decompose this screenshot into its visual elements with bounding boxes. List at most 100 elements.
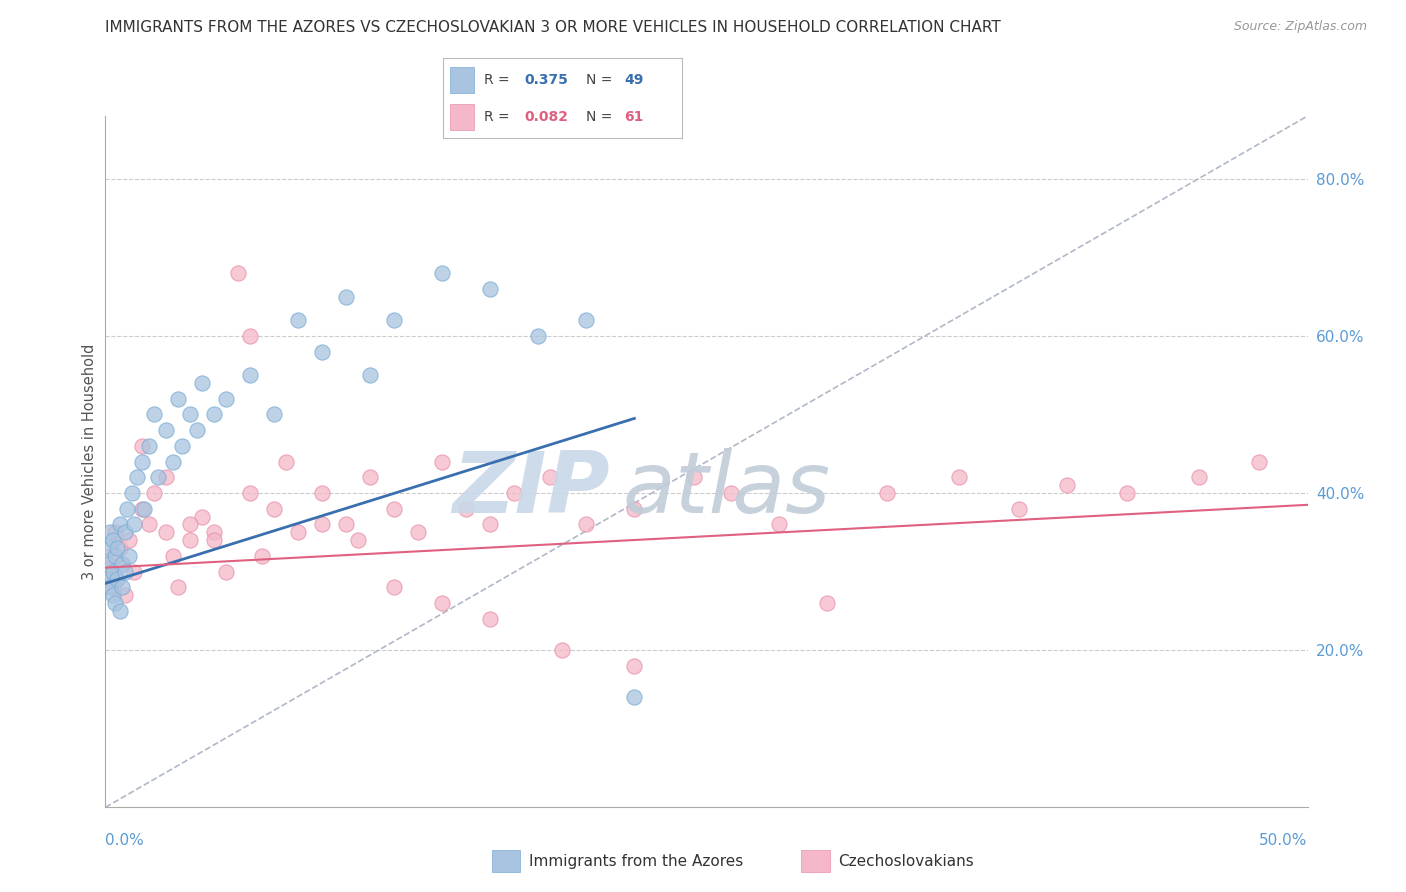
- Text: Czechoslovakians: Czechoslovakians: [838, 855, 974, 869]
- Point: [166, 580, 188, 594]
- Point: [287, 313, 309, 327]
- Point: [104, 549, 127, 563]
- Text: Immigrants from the Azores: Immigrants from the Azores: [529, 855, 742, 869]
- Point: [226, 266, 249, 280]
- Point: [503, 486, 526, 500]
- Point: [155, 525, 177, 540]
- Point: [382, 501, 405, 516]
- Point: [347, 533, 370, 548]
- Point: [142, 408, 165, 422]
- Point: [155, 423, 177, 437]
- Point: [430, 596, 453, 610]
- Point: [263, 408, 285, 422]
- Point: [335, 290, 357, 304]
- Point: [97, 565, 120, 579]
- Point: [107, 573, 129, 587]
- Point: [124, 517, 146, 532]
- Point: [263, 501, 285, 516]
- Point: [97, 557, 120, 571]
- Point: [335, 517, 357, 532]
- Point: [104, 596, 127, 610]
- Point: [111, 580, 134, 594]
- Point: [1116, 486, 1139, 500]
- Point: [98, 525, 121, 540]
- Point: [121, 486, 143, 500]
- Point: [575, 517, 598, 532]
- Point: [359, 368, 381, 383]
- Point: [768, 517, 790, 532]
- Point: [98, 541, 121, 555]
- FancyBboxPatch shape: [450, 103, 474, 130]
- Point: [131, 455, 153, 469]
- Point: [101, 565, 124, 579]
- Y-axis label: 3 or more Vehicles in Household: 3 or more Vehicles in Household: [82, 343, 97, 580]
- Point: [101, 580, 124, 594]
- Point: [479, 517, 502, 532]
- Point: [430, 455, 453, 469]
- FancyBboxPatch shape: [450, 67, 474, 94]
- Point: [214, 392, 236, 406]
- Point: [148, 470, 170, 484]
- Text: IMMIGRANTS FROM THE AZORES VS CZECHOSLOVAKIAN 3 OR MORE VEHICLES IN HOUSEHOLD CO: IMMIGRANTS FROM THE AZORES VS CZECHOSLOV…: [105, 20, 1001, 35]
- Point: [454, 501, 477, 516]
- Point: [527, 329, 550, 343]
- Point: [114, 588, 136, 602]
- Point: [1008, 501, 1031, 516]
- Point: [1188, 470, 1211, 484]
- Point: [815, 596, 838, 610]
- Point: [551, 643, 574, 657]
- Point: [311, 344, 333, 359]
- Point: [138, 517, 160, 532]
- Point: [190, 509, 212, 524]
- Point: [132, 501, 155, 516]
- Point: [179, 408, 201, 422]
- Point: [114, 525, 136, 540]
- Text: ZIP: ZIP: [453, 448, 610, 531]
- Point: [107, 573, 129, 587]
- Point: [138, 439, 160, 453]
- Point: [98, 580, 121, 594]
- Point: [311, 517, 333, 532]
- Text: N =: N =: [586, 110, 617, 124]
- Point: [125, 470, 148, 484]
- Point: [179, 517, 201, 532]
- Point: [155, 470, 177, 484]
- Point: [186, 423, 208, 437]
- Point: [239, 368, 262, 383]
- Point: [166, 392, 188, 406]
- Text: 61: 61: [624, 110, 644, 124]
- Point: [575, 313, 598, 327]
- Point: [124, 565, 146, 579]
- Point: [623, 658, 645, 673]
- Point: [104, 525, 127, 540]
- Text: 0.0%: 0.0%: [105, 833, 145, 847]
- Point: [683, 470, 706, 484]
- Point: [311, 486, 333, 500]
- Point: [131, 439, 153, 453]
- Point: [101, 533, 124, 548]
- Text: R =: R =: [484, 73, 513, 87]
- Text: Source: ZipAtlas.com: Source: ZipAtlas.com: [1233, 20, 1367, 33]
- Point: [720, 486, 742, 500]
- Point: [118, 533, 141, 548]
- Point: [101, 588, 124, 602]
- Point: [108, 541, 131, 555]
- Point: [114, 565, 136, 579]
- Point: [115, 501, 138, 516]
- Point: [179, 533, 201, 548]
- Point: [239, 329, 262, 343]
- Point: [190, 376, 212, 390]
- Point: [1249, 455, 1271, 469]
- Point: [108, 517, 131, 532]
- Point: [359, 470, 381, 484]
- Point: [142, 486, 165, 500]
- Point: [876, 486, 898, 500]
- Text: 0.375: 0.375: [524, 73, 568, 87]
- Point: [287, 525, 309, 540]
- Point: [202, 525, 225, 540]
- Text: 50.0%: 50.0%: [1260, 833, 1308, 847]
- Point: [162, 455, 184, 469]
- Text: N =: N =: [586, 73, 617, 87]
- Point: [172, 439, 194, 453]
- Point: [274, 455, 297, 469]
